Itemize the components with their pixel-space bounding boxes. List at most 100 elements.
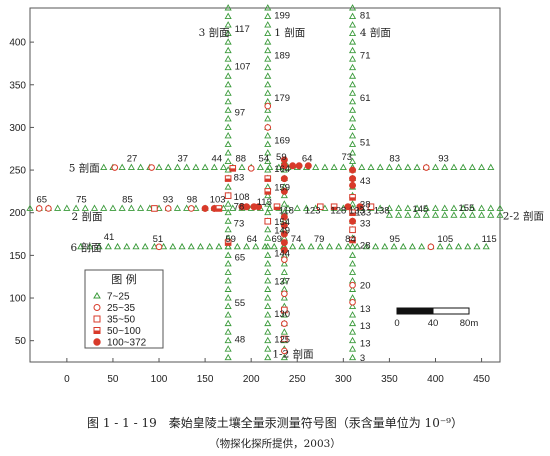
point-label: 43	[360, 176, 371, 187]
sample-triangle	[348, 140, 357, 147]
profile-label: 5 剖面	[69, 162, 100, 175]
point-label: 138	[374, 206, 390, 217]
sample-triangle	[496, 204, 504, 211]
sample-triangle	[104, 242, 112, 250]
point-label: 154	[274, 217, 290, 228]
point-label: 41	[104, 232, 115, 243]
legend-label: 100~372	[107, 338, 147, 349]
point-label: 20	[360, 281, 371, 292]
x-tick-label: 50	[107, 374, 119, 385]
plot-frame	[29, 7, 501, 363]
sample-triangle	[348, 311, 357, 318]
sample-hot-circle	[280, 156, 288, 164]
sample-triangle	[280, 268, 288, 275]
x-tick-label: 200	[243, 374, 260, 385]
sample-triangle	[261, 242, 269, 250]
sample-triangle	[90, 204, 99, 211]
point-label: 13	[360, 339, 371, 350]
sample-triangle	[264, 21, 272, 28]
sample-half-square-fill	[229, 168, 236, 172]
sample-triangle	[264, 63, 272, 71]
legend-label: 25~35	[107, 303, 136, 314]
profile-label: 1 剖面	[274, 26, 305, 39]
sample-half-square-fill	[331, 206, 337, 210]
sample-triangle	[264, 89, 272, 96]
sample-triangle	[238, 163, 246, 170]
sample-triangle	[264, 277, 272, 284]
point-label: 27	[127, 154, 138, 165]
sample-triangle	[348, 106, 357, 113]
point-label: 179	[274, 93, 290, 104]
sample-triangle	[468, 204, 476, 211]
sample-hot-circle	[356, 203, 364, 211]
sample-triangle	[118, 163, 126, 170]
sample-triangle	[264, 268, 272, 275]
sample-triangle	[339, 163, 347, 170]
sample-triangle	[63, 204, 71, 211]
sample-open-square	[281, 335, 288, 343]
sample-triangle	[496, 211, 504, 218]
sample-triangle	[264, 251, 272, 258]
sample-triangle	[224, 242, 232, 250]
sample-hot-circle	[344, 203, 352, 211]
sample-triangle	[358, 163, 366, 170]
sample-triangle	[293, 204, 301, 211]
sample-triangle	[264, 114, 272, 122]
sample-triangle	[86, 242, 94, 250]
sample-triangle	[224, 106, 232, 113]
point-label: 13	[360, 304, 371, 315]
sample-hot-circle	[280, 213, 288, 221]
point-label: 149	[274, 225, 290, 236]
sample-triangle	[206, 242, 214, 250]
sample-triangle	[464, 242, 472, 250]
sample-triangle	[376, 204, 384, 211]
point-label: 64	[247, 234, 258, 245]
sample-half-square-fill	[264, 191, 271, 195]
sample-triangle	[266, 163, 274, 170]
point-label: 130	[274, 309, 290, 320]
sample-triangle	[441, 204, 449, 211]
sample-triangle	[413, 163, 421, 170]
sample-triangle	[224, 38, 232, 45]
point-label: 84	[345, 234, 356, 245]
sample-triangle	[348, 251, 357, 258]
sample-triangle	[192, 163, 200, 170]
sample-half-square-fill	[225, 178, 231, 182]
sample-triangle	[224, 353, 232, 361]
sample-triangle	[72, 204, 80, 211]
point-label: 44	[212, 154, 223, 165]
sample-triangle	[178, 242, 186, 250]
sample-triangle	[431, 163, 440, 170]
sample-triangle	[264, 72, 272, 79]
sample-hot-circle	[349, 175, 357, 183]
sample-triangle	[487, 204, 495, 211]
point-label: 64	[302, 154, 313, 165]
sample-hot-circle	[280, 187, 288, 195]
point-label: 117	[235, 24, 250, 35]
sample-triangle	[348, 46, 357, 54]
sample-triangle	[264, 225, 272, 233]
sample-triangle	[325, 242, 334, 250]
point-label: 81	[360, 10, 371, 21]
sample-triangle	[169, 242, 177, 250]
sample-triangle	[224, 46, 232, 54]
y-tick-label: 400	[9, 38, 26, 49]
sample-triangle	[348, 29, 357, 37]
sample-triangle	[210, 163, 218, 170]
sample-triangle	[381, 242, 389, 250]
sample-triangle	[395, 204, 403, 211]
x-tick-label: 150	[197, 374, 214, 385]
sample-triangle	[224, 89, 232, 96]
sample-triangle	[436, 242, 444, 250]
sample-triangle	[348, 268, 357, 275]
sample-half-square-fill	[216, 208, 222, 212]
sample-triangle	[450, 163, 458, 170]
scale-bar-label: 80m	[460, 318, 479, 329]
sample-triangle	[454, 242, 463, 250]
sample-triangle	[348, 55, 357, 62]
sample-triangle	[482, 242, 490, 250]
sample-triangle	[348, 97, 357, 105]
sample-triangle	[264, 345, 272, 352]
sample-triangle	[100, 204, 108, 211]
point-label: 189	[274, 50, 290, 61]
